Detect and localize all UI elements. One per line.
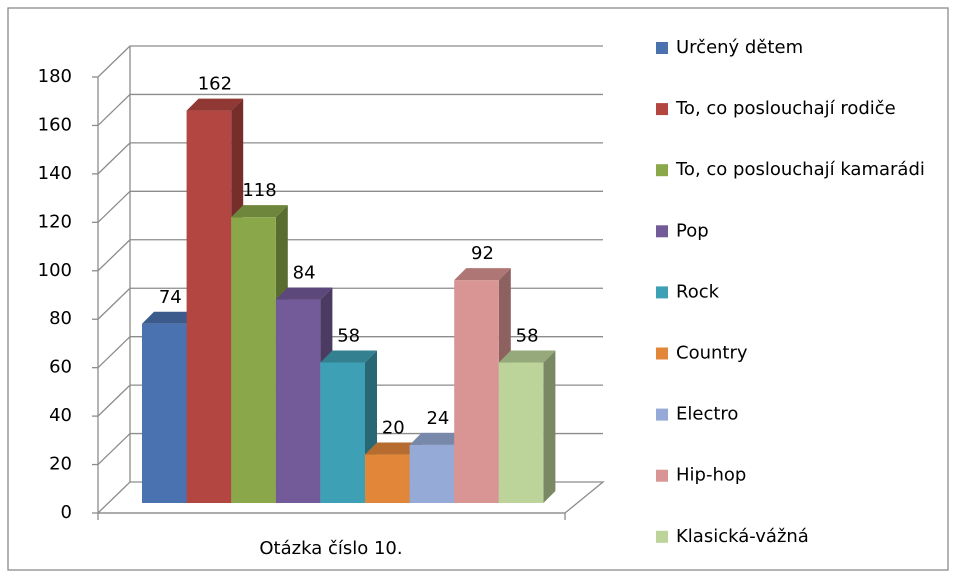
y-tick-label: 140 bbox=[38, 163, 72, 184]
legend-label: Rock bbox=[676, 281, 720, 302]
data-label: 24 bbox=[426, 408, 449, 429]
data-label: 162 bbox=[198, 74, 232, 95]
bar bbox=[186, 110, 232, 503]
legend-swatch bbox=[656, 469, 668, 482]
y-tick-label: 40 bbox=[49, 405, 72, 426]
bar bbox=[320, 362, 365, 503]
legend-label: Electro bbox=[676, 404, 738, 425]
legend-label: Hip-hop bbox=[676, 465, 746, 486]
bar bbox=[409, 444, 455, 503]
data-label: 20 bbox=[382, 418, 405, 439]
bar-top bbox=[454, 268, 511, 281]
y-tick-label: 120 bbox=[38, 211, 72, 232]
grid-line bbox=[97, 287, 603, 320]
y-tick-label: 100 bbox=[38, 260, 72, 281]
grid-line bbox=[97, 336, 603, 369]
legend-swatch bbox=[656, 164, 668, 177]
grid-line bbox=[97, 190, 603, 223]
bar-top bbox=[498, 350, 556, 363]
legend-swatch bbox=[656, 408, 668, 421]
y-tick-label: 0 bbox=[61, 502, 72, 523]
grid-line bbox=[97, 45, 603, 78]
grid-line bbox=[97, 93, 603, 126]
x-tick-label: Otázka číslo 10. bbox=[259, 538, 402, 559]
bar-top bbox=[231, 205, 288, 218]
bar-top bbox=[275, 287, 333, 300]
y-tick-label: 20 bbox=[49, 454, 72, 475]
bar-top bbox=[142, 311, 199, 324]
data-label: 58 bbox=[516, 326, 539, 347]
legend-label: To, co poslouchají kamarádi bbox=[675, 159, 925, 180]
data-label: 58 bbox=[337, 326, 360, 347]
data-label: 92 bbox=[471, 243, 494, 264]
bar bbox=[275, 299, 321, 503]
bar-top bbox=[186, 98, 244, 111]
data-label: 118 bbox=[242, 180, 276, 201]
legend-label: Klasická-vážná bbox=[676, 526, 809, 547]
legend-swatch bbox=[656, 530, 668, 543]
data-label: 74 bbox=[159, 287, 182, 308]
legend-swatch bbox=[656, 103, 668, 116]
legend-label: Country bbox=[676, 343, 748, 364]
y-tick-label: 80 bbox=[49, 308, 72, 329]
bar-top bbox=[320, 350, 377, 363]
legend-label: To, co poslouchají rodiče bbox=[675, 98, 896, 119]
bar bbox=[231, 217, 276, 503]
legend-label: Určený dětem bbox=[676, 37, 803, 58]
bar-top bbox=[409, 432, 467, 445]
bar-side bbox=[543, 350, 556, 503]
bar bbox=[498, 362, 544, 503]
legend-label: Pop bbox=[676, 220, 709, 241]
legend-swatch bbox=[656, 286, 668, 299]
legend-swatch bbox=[656, 225, 668, 238]
legend-swatch bbox=[656, 347, 668, 360]
bar bbox=[142, 323, 187, 503]
bar bbox=[365, 454, 410, 503]
legend-swatch bbox=[656, 42, 668, 54]
y-tick-label: 180 bbox=[38, 66, 72, 87]
grid-line bbox=[97, 142, 603, 175]
bar-top bbox=[365, 442, 422, 455]
grid-line bbox=[97, 239, 603, 272]
y-tick-label: 160 bbox=[38, 114, 72, 135]
y-tick-label: 60 bbox=[49, 357, 72, 378]
data-label: 84 bbox=[293, 263, 316, 284]
grid-line bbox=[97, 384, 603, 417]
bar bbox=[454, 280, 499, 503]
